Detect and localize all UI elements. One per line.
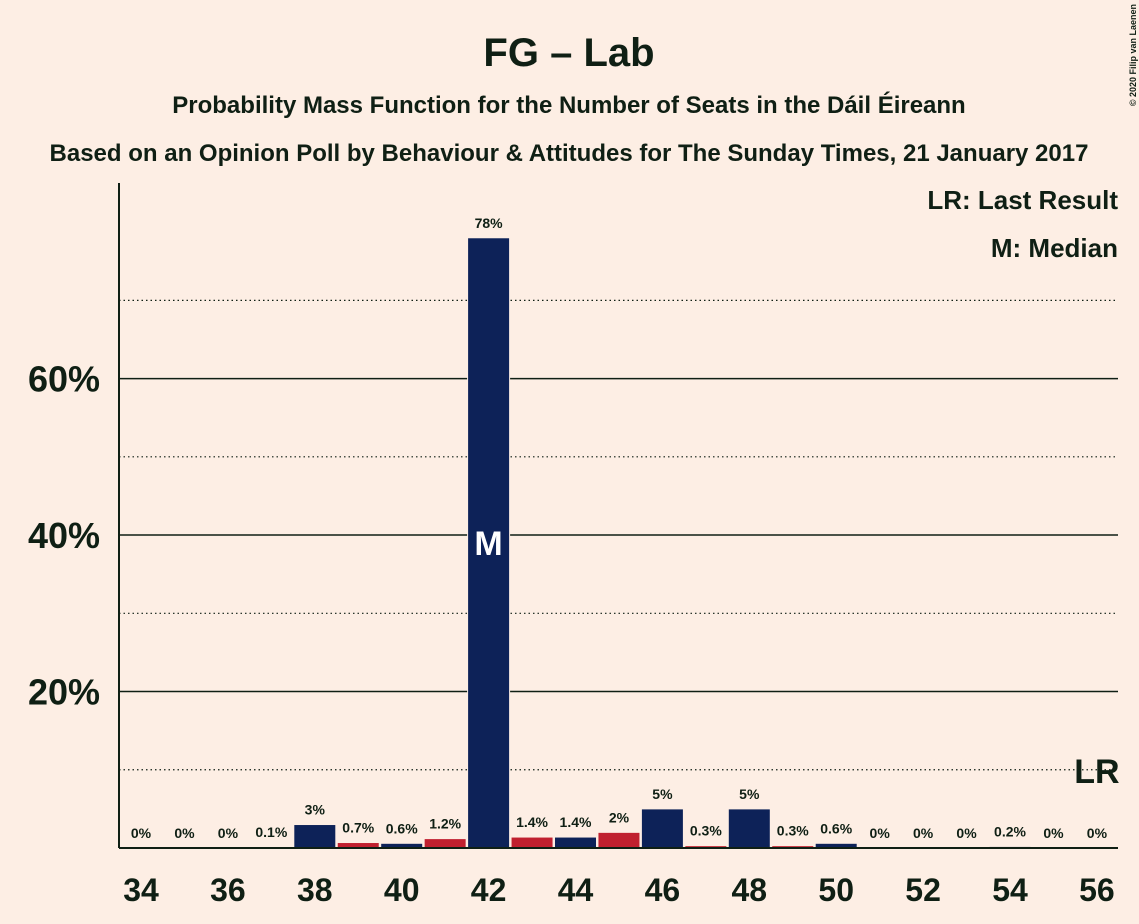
value-label: 3% bbox=[305, 802, 326, 818]
y-tick-label: 60% bbox=[28, 359, 100, 400]
value-label: 2% bbox=[609, 809, 630, 825]
value-label: 0% bbox=[218, 825, 239, 841]
value-label: 0.2% bbox=[994, 823, 1026, 839]
value-label: 0.6% bbox=[820, 820, 852, 836]
bar bbox=[727, 808, 771, 849]
annotation: LR bbox=[1074, 753, 1119, 791]
value-label: 0.3% bbox=[690, 823, 722, 839]
copyright: © 2020 Filip van Laenen bbox=[1128, 4, 1138, 106]
x-tick-label: 48 bbox=[732, 872, 768, 908]
legend-entry: M: Median bbox=[991, 233, 1118, 263]
bar bbox=[554, 836, 597, 849]
value-label: 5% bbox=[652, 786, 673, 802]
value-label: 1.4% bbox=[560, 814, 592, 830]
x-tick-label: 54 bbox=[992, 872, 1028, 908]
bar bbox=[640, 808, 684, 849]
value-label: 0.3% bbox=[777, 823, 809, 839]
x-tick-label: 42 bbox=[471, 872, 507, 908]
annotation: M bbox=[474, 525, 502, 563]
x-tick-label: 40 bbox=[384, 872, 420, 908]
bar bbox=[423, 838, 467, 849]
value-label: 0.7% bbox=[342, 820, 374, 836]
y-tick-label: 20% bbox=[28, 672, 100, 713]
bar bbox=[597, 831, 641, 849]
x-tick-label: 56 bbox=[1079, 872, 1115, 908]
chart-subtitle: Probability Mass Function for the Number… bbox=[172, 91, 965, 119]
x-tick-label: 50 bbox=[818, 872, 854, 908]
value-label: 0% bbox=[174, 825, 195, 841]
value-label: 1.4% bbox=[516, 814, 548, 830]
x-tick-label: 52 bbox=[905, 872, 941, 908]
bar bbox=[293, 824, 337, 849]
value-label: 0% bbox=[956, 825, 977, 841]
value-label: 5% bbox=[739, 786, 760, 802]
bar bbox=[467, 237, 511, 849]
value-label: 0% bbox=[870, 825, 891, 841]
x-tick-label: 36 bbox=[210, 872, 246, 908]
chart-subtitle: Based on an Opinion Poll by Behaviour & … bbox=[50, 140, 1089, 167]
bar bbox=[510, 836, 554, 849]
x-tick-label: 44 bbox=[558, 872, 594, 908]
value-label: 78% bbox=[475, 215, 504, 231]
y-tick-label: 40% bbox=[28, 515, 100, 556]
x-tick-label: 34 bbox=[123, 872, 159, 908]
value-label: 1.2% bbox=[429, 816, 461, 832]
value-label: 0% bbox=[1043, 825, 1064, 841]
x-tick-label: 46 bbox=[645, 872, 681, 908]
value-label: 0% bbox=[131, 825, 152, 841]
legend-entry: LR: Last Result bbox=[927, 185, 1118, 215]
x-tick-label: 38 bbox=[297, 872, 333, 908]
chart-title: FG – Lab bbox=[483, 31, 654, 75]
value-label: 0.6% bbox=[386, 820, 418, 836]
value-label: 0% bbox=[1087, 825, 1108, 841]
value-label: 0.1% bbox=[255, 824, 287, 840]
value-label: 0% bbox=[913, 825, 934, 841]
